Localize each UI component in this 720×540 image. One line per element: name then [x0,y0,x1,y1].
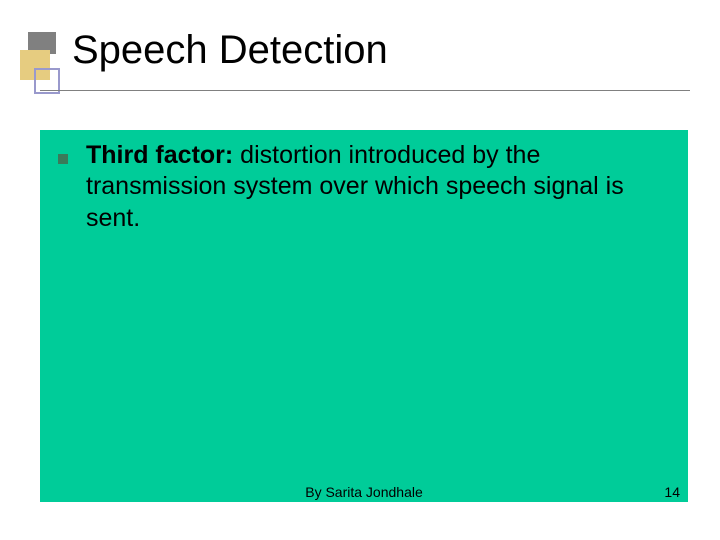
slide-title: Speech Detection [72,28,388,73]
page-number: 14 [664,484,680,500]
bullet-square-icon [58,154,68,164]
title-decoration [20,32,56,87]
content-box: Third factor: distortion introduced by t… [40,130,688,502]
slide: Speech Detection Third factor: distortio… [0,0,720,540]
bullet-text: Third factor: distortion introduced by t… [86,140,684,234]
bullet-bold: Third factor: [86,141,233,169]
footer-author: By Sarita Jondhale [40,484,688,500]
title-rule [40,90,690,91]
bullet-item: Third factor: distortion introduced by t… [40,130,688,234]
